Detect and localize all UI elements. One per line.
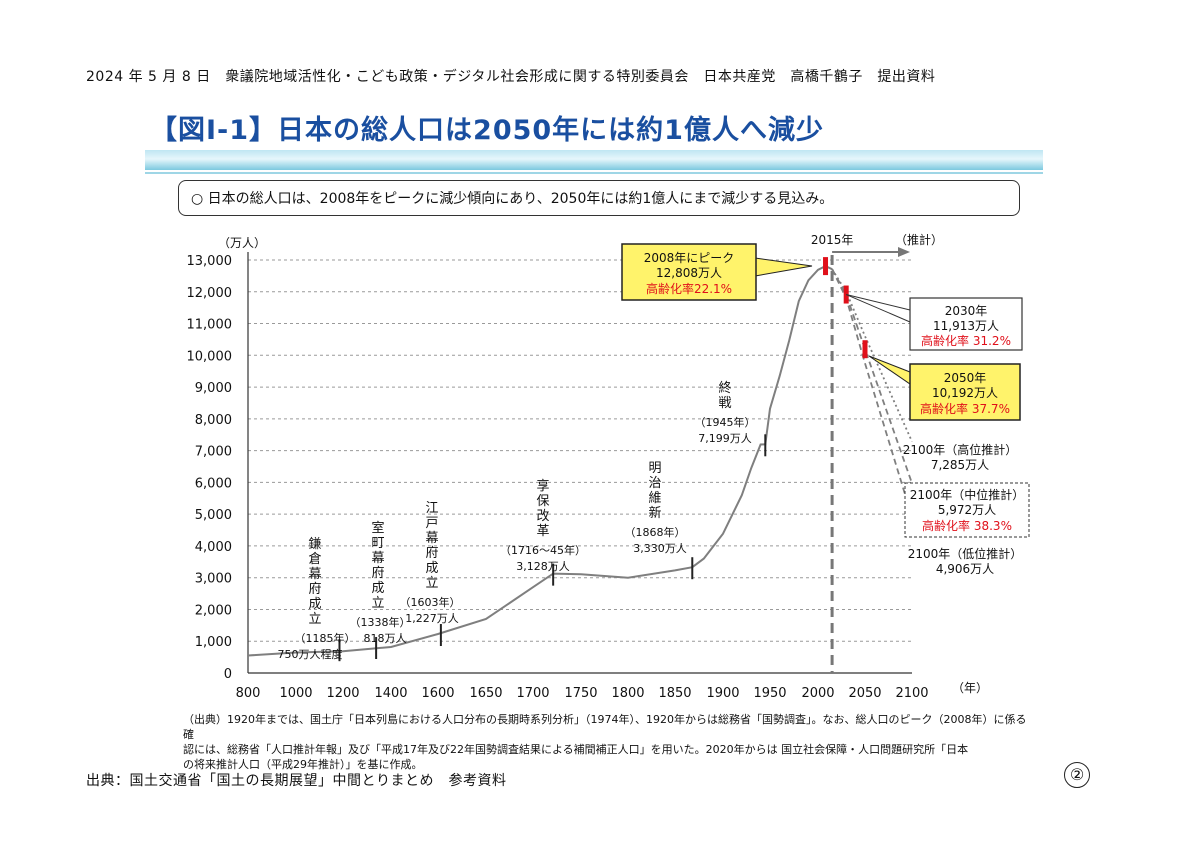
red-marker: [862, 340, 868, 359]
source-note-line: の将来推計人口（平成29年推計）」を基に作成。: [183, 758, 423, 771]
callout-mid-2100-box: [904, 482, 1030, 538]
callout-2030-leader: [846, 294, 911, 311]
event-date: （1603年）: [400, 595, 461, 609]
callout-2050-year: 2050年: [944, 371, 987, 385]
y-tick-label: 5,000: [195, 508, 232, 523]
event-label: 享保改革: [536, 478, 549, 539]
x-tick-label: 1650: [469, 686, 502, 701]
event-date: （1338年）: [350, 615, 411, 629]
source-note: （出典）1920年までは、国土庁「日本列島における人口分布の長期時系列分析」（1…: [183, 712, 1033, 772]
series-line: [247, 264, 833, 657]
x-tick-label: 1200: [326, 686, 359, 701]
y-tick-label: 0: [224, 667, 232, 682]
x-tick-label: 1800: [611, 686, 644, 701]
y-tick-label: 1,000: [195, 635, 232, 650]
page-number: ②: [1064, 762, 1090, 788]
y-tick-label: 7,000: [195, 445, 232, 460]
callout-mid-2100-rate: 高齢化率 38.3%: [922, 518, 1012, 533]
x-tick-label: 1000: [279, 686, 312, 701]
callout-2030-box: [909, 297, 1023, 351]
y-tick-label: 12,000: [187, 286, 233, 301]
x-tick-label: 1850: [658, 686, 691, 701]
y-tick-label: 11,000: [187, 318, 233, 333]
callout-2030-rate: 高齢化率 31.2%: [921, 333, 1011, 348]
callout-mid-2100-title: 2100年（中位推計）: [910, 487, 1025, 502]
y-tick-label: 10,000: [187, 349, 233, 364]
event-label: 終戦: [718, 380, 731, 411]
peak-callout-pointer: [754, 257, 813, 277]
page-title: 【図Ⅰ-1】日本の総人口は2050年には約1億人へ減少: [150, 115, 824, 146]
event-date: （1945年）: [695, 415, 756, 429]
y-tick-label: 4,000: [195, 540, 232, 555]
event-date: （1185年）: [295, 631, 356, 645]
series-line: [831, 268, 913, 442]
header-text: 2024 年 5 月 8 日 衆議院地域活性化・こども政策・デジタル社会形成に関…: [86, 69, 936, 85]
event-label: 明治維新: [648, 461, 661, 521]
x-tick-label: 2000: [801, 686, 834, 701]
x-tick-label: 1950: [753, 686, 786, 701]
peak-callout-value: 12,808万人: [656, 266, 722, 280]
y-tick-label: 8,000: [195, 413, 232, 428]
callout-2030-value: 11,913万人: [933, 319, 999, 333]
peak-callout-title: 2008年にピーク: [644, 251, 735, 265]
peak-callout-rate: 高齢化率22.1%: [646, 281, 732, 296]
y-tick-label: 13,000: [187, 254, 233, 269]
event-date: （1716～45年）: [500, 543, 586, 557]
forecast-year-label: 2015年: [811, 233, 854, 247]
event-date: （1868年）: [625, 525, 686, 539]
callout-low-2100-value: 4,906万人: [936, 562, 994, 576]
event-label: 室町幕府成立: [371, 520, 384, 611]
event-label: 鎌倉幕府成立: [308, 537, 321, 627]
x-tick-label: 2100: [895, 686, 928, 701]
x-tick-label: 1400: [374, 686, 407, 701]
x-axis-label: （年）: [952, 681, 988, 695]
event-population: 750万人程度: [278, 647, 343, 661]
y-axis-label: （万人）: [218, 236, 266, 250]
x-tick-label: 800: [236, 686, 261, 701]
title-band-line: [145, 172, 1043, 174]
footer-source: 出典：国土交通省「国土の長期展望」中間とりまとめ 参考資料: [86, 773, 507, 789]
event-population: 1,227万人: [405, 612, 459, 625]
peak-callout-box: [621, 243, 757, 301]
x-tick-label: 1700: [516, 686, 549, 701]
y-tick-label: 9,000: [195, 381, 232, 396]
event-population: 3,330万人: [633, 542, 687, 555]
y-tick-label: 3,000: [195, 572, 232, 587]
x-tick-label: 1750: [564, 686, 597, 701]
source-note-line: 認には、総務省「人口推計年報」及び「平成17年及び22年国勢調査結果による補間補…: [183, 743, 969, 756]
y-tick-label: 2,000: [195, 603, 232, 618]
source-note-line: （出典）1920年までは、国土庁「日本列島における人口分布の長期時系列分析」（1…: [183, 713, 1027, 741]
callout-low-2100-title: 2100年（低位推計）: [908, 546, 1023, 561]
callout-2050-pointer: [868, 355, 911, 385]
x-tick-label: 1600: [421, 686, 454, 701]
title-band: [145, 150, 1043, 170]
red-marker: [823, 257, 829, 276]
series-line: [831, 268, 913, 518]
callout-2050-rate: 高齢化率 37.7%: [920, 401, 1010, 416]
callout-2030-leader: [846, 294, 911, 323]
forecast-label: （推計）: [895, 232, 943, 247]
callout-2050-value: 10,192万人: [932, 386, 998, 400]
event-label: 江戸幕府成立: [425, 501, 438, 591]
callout-high-2100-title: 2100年（高位推計）: [903, 442, 1018, 457]
summary-box: ○ 日本の総人口は、2008年をピークに減少傾向にあり、2050年には約1億人に…: [178, 180, 1020, 216]
event-population: 7,199万人: [698, 432, 752, 445]
x-tick-label: 2050: [848, 686, 881, 701]
event-population: 818万人: [364, 632, 407, 645]
callout-mid-2100-value: 5,972万人: [938, 503, 996, 517]
x-tick-label: 1900: [706, 686, 739, 701]
callout-2030-year: 2030年: [945, 304, 988, 318]
callout-2050-box: [909, 363, 1021, 421]
y-tick-label: 6,000: [195, 476, 232, 491]
callout-high-2100-value: 7,285万人: [931, 458, 989, 472]
event-population: 3,128万人: [516, 560, 570, 573]
forecast-arrow-head: [898, 247, 910, 257]
